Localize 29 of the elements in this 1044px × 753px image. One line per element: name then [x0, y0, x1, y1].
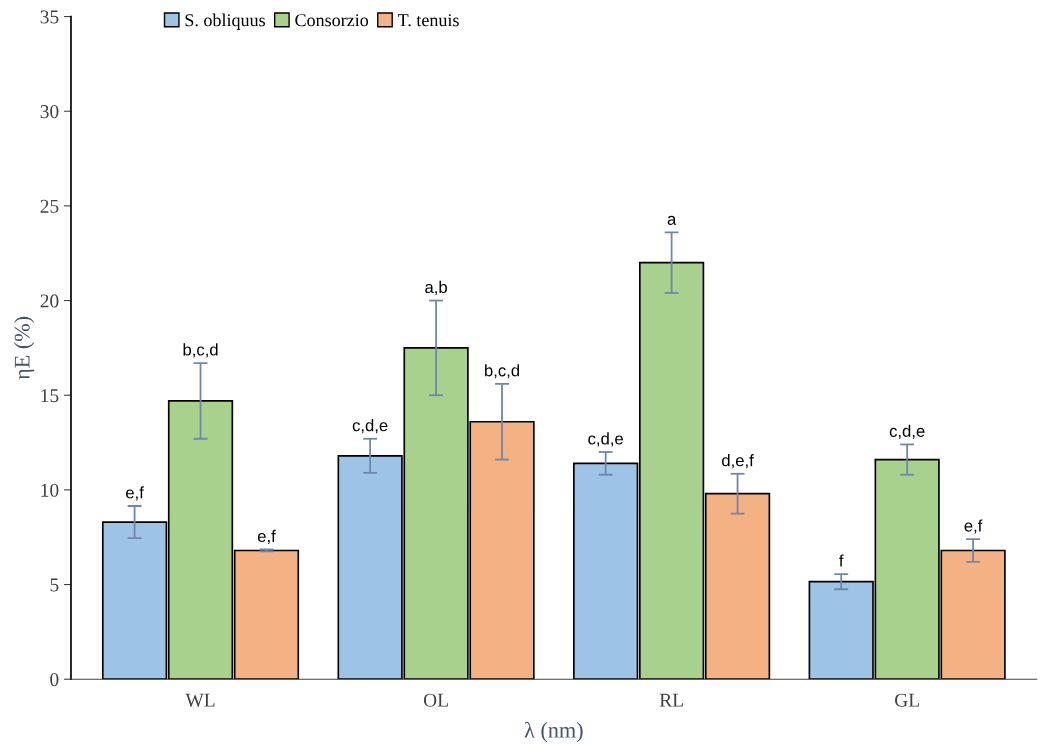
legend-label: S. obliquus: [185, 13, 265, 30]
data-label: c,d,e: [588, 432, 623, 447]
legend-label: Consorzio: [295, 14, 369, 27]
legend-label: T. tenuis: [397, 14, 459, 27]
data-label: e,f: [964, 519, 983, 534]
x-axis-title: λ (nm): [524, 721, 583, 743]
data-label: b,c,d: [485, 364, 520, 379]
data-label: b,c,d: [183, 343, 218, 358]
y-tick-label: 35: [40, 10, 59, 24]
y-tick-label: 15: [41, 389, 59, 403]
x-tick-label: GL: [894, 693, 919, 707]
y-tick-label: 0: [50, 673, 59, 687]
data-label: c,d,e: [889, 424, 925, 439]
data-label: d,e,f: [722, 454, 754, 469]
data-label: c,d,e: [352, 419, 388, 434]
data-label: f: [839, 554, 844, 567]
data-label: a: [667, 215, 677, 225]
y-tick-label: 25: [40, 199, 59, 213]
y-tick-label: 20: [40, 294, 59, 308]
y-tick-label: 5: [50, 578, 59, 592]
y-tick-label: 30: [40, 105, 59, 119]
data-label: e,f: [257, 529, 276, 545]
data-label: a,b: [425, 280, 447, 296]
y-axis-title: ηE (%): [14, 316, 35, 380]
x-tick-label: OL: [423, 693, 448, 707]
data-label: e,f: [126, 486, 144, 501]
y-tick-label: 10: [41, 483, 59, 497]
x-tick-label: WL: [185, 693, 215, 707]
x-tick-label: RL: [659, 693, 683, 707]
